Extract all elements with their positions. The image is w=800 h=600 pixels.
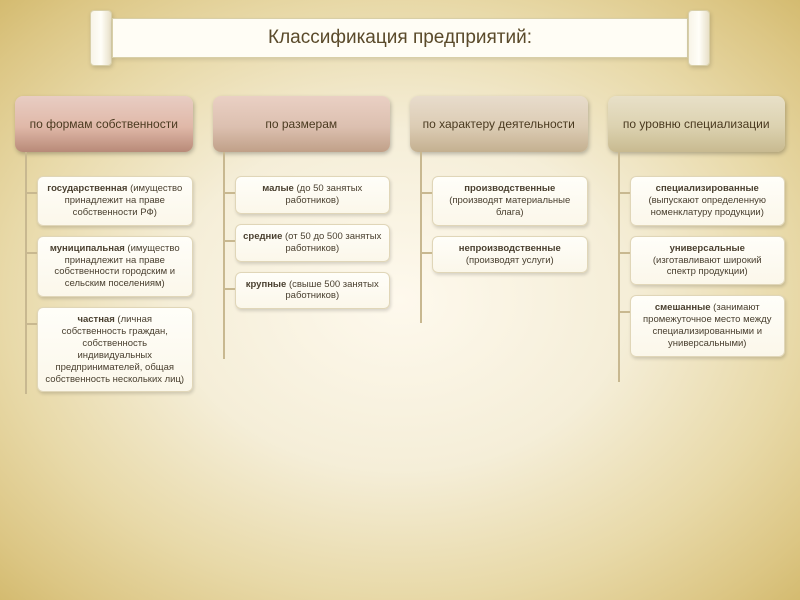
item-box: непроизводственные (производят услуги) xyxy=(432,236,588,274)
category-header-specialization: по уровню специализации xyxy=(608,96,786,152)
list-item: универсальные (изготавливают широкий спе… xyxy=(630,236,786,286)
list-item: производственные (производят материальны… xyxy=(432,176,588,226)
list-item: крупные (свыше 500 занятых работников) xyxy=(235,272,391,310)
items-wrap: специализированные (выпускают определенн… xyxy=(618,166,786,382)
item-box: малые (до 50 занятых работников) xyxy=(235,176,391,214)
category-activity: по характеру деятельности производственны… xyxy=(410,96,588,323)
items-wrap: производственные (производят материальны… xyxy=(420,166,588,323)
item-box: муниципальная (имущество принадлежит на … xyxy=(37,236,193,298)
category-ownership: по формам собственности государственная (… xyxy=(15,96,193,394)
item-box: крупные (свыше 500 занятых работников) xyxy=(235,272,391,310)
list-item: смешанные (занимают промежуточное место … xyxy=(630,295,786,357)
list-item: непроизводственные (производят услуги) xyxy=(432,236,588,274)
items-list: малые (до 50 занятых работников) средние … xyxy=(225,166,391,359)
category-size: по размерам малые (до 50 занятых работник… xyxy=(213,96,391,359)
category-header-activity: по характеру деятельности xyxy=(410,96,588,152)
item-box: универсальные (изготавливают широкий спе… xyxy=(630,236,786,286)
items-list: государственная (имущество принадлежит н… xyxy=(27,166,193,394)
item-box: средние (от 50 до 500 занятых работников… xyxy=(235,224,391,262)
item-box: государственная (имущество принадлежит н… xyxy=(37,176,193,226)
category-header-size: по размерам xyxy=(213,96,391,152)
scroll-cap-left xyxy=(90,10,112,66)
item-box: специализированные (выпускают определенн… xyxy=(630,176,786,226)
connector xyxy=(420,152,588,166)
title-box: Классификация предприятий: xyxy=(112,18,688,58)
items-list: специализированные (выпускают определенн… xyxy=(620,166,786,382)
item-box: частная (личная собственность граждан, с… xyxy=(37,307,193,392)
scroll-cap-right xyxy=(688,10,710,66)
page-title: Классификация предприятий: xyxy=(268,27,532,49)
items-wrap: малые (до 50 занятых работников) средние … xyxy=(223,166,391,359)
connector xyxy=(25,152,193,166)
title-banner: Классификация предприятий: xyxy=(90,10,710,66)
items-wrap: государственная (имущество принадлежит н… xyxy=(25,166,193,394)
list-item: специализированные (выпускают определенн… xyxy=(630,176,786,226)
list-item: государственная (имущество принадлежит н… xyxy=(37,176,193,226)
connector xyxy=(223,152,391,166)
category-header-ownership: по формам собственности xyxy=(15,96,193,152)
category-specialization: по уровню специализации специализированны… xyxy=(608,96,786,382)
list-item: частная (личная собственность граждан, с… xyxy=(37,307,193,392)
item-box: производственные (производят материальны… xyxy=(432,176,588,226)
list-item: малые (до 50 занятых работников) xyxy=(235,176,391,214)
list-item: муниципальная (имущество принадлежит на … xyxy=(37,236,193,298)
connector xyxy=(618,152,786,166)
list-item: средние (от 50 до 500 занятых работников… xyxy=(235,224,391,262)
categories-row: по формам собственности государственная (… xyxy=(15,96,785,394)
items-list: производственные (производят материальны… xyxy=(422,166,588,323)
item-box: смешанные (занимают промежуточное место … xyxy=(630,295,786,357)
